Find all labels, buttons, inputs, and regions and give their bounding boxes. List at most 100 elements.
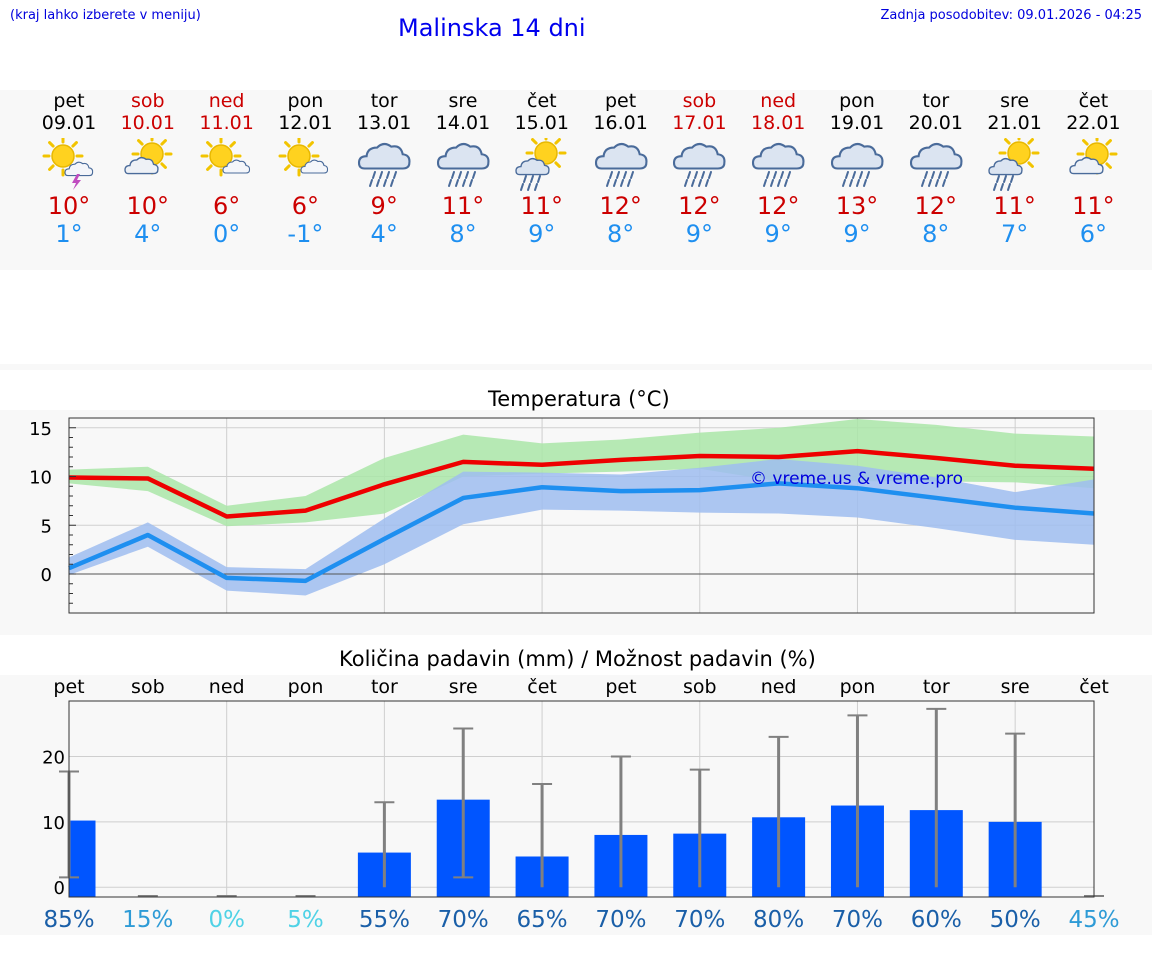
day-name: pon <box>287 90 324 112</box>
precipitation-chart-title: Količina padavin (mm) / Možnost padavin … <box>339 647 816 671</box>
weather-icon <box>277 135 333 188</box>
divider <box>0 364 1152 370</box>
precipitation-tick-label: 20 <box>42 748 65 769</box>
min-temperature: 8° <box>449 220 477 248</box>
precipitation-probability: 70% <box>832 907 883 933</box>
precipitation-probability: 5% <box>287 907 324 933</box>
temperature-chart-title: Temperatura (°C) <box>488 387 670 411</box>
precipitation-probability: 15% <box>122 907 173 933</box>
day-date: 15.01 <box>514 112 569 134</box>
precipitation-day-label: pet <box>53 676 84 698</box>
day-column: ned 18.01 12° 9° <box>738 90 818 248</box>
min-temperature: 8° <box>606 220 635 248</box>
temperature-max-range-band <box>69 418 1094 527</box>
day-name: pon <box>839 90 875 112</box>
day-name: tor <box>922 90 950 112</box>
day-date: 14.01 <box>435 112 491 134</box>
day-column: tor 20.01 12° 8° <box>896 90 976 248</box>
sun-cloud-icon <box>124 133 173 175</box>
max-temperature: 11° <box>520 192 564 220</box>
watermark: © vreme.us & vreme.pro <box>750 469 963 489</box>
weather-icon <box>908 138 964 188</box>
precipitation-probability: 65% <box>517 907 568 933</box>
min-temperature: 1° <box>55 220 83 248</box>
precipitation-day-label: sre <box>1001 676 1030 698</box>
min-temperature: 0° <box>212 220 241 248</box>
max-temperature: 11° <box>1072 192 1115 220</box>
max-temperature: 10° <box>47 192 91 220</box>
temperature-min-line <box>68 481 1095 584</box>
precipitation-plot-frame <box>68 700 1095 898</box>
max-temperature: 9° <box>370 192 398 220</box>
day-column: ned 11.01 6° 0° <box>187 90 267 248</box>
min-temperature: 7° <box>1000 220 1029 248</box>
precipitation-probability: 50% <box>990 907 1041 933</box>
day-date: 13.01 <box>356 112 412 134</box>
day-date: 11.01 <box>199 112 254 134</box>
precipitation-day-label: sre <box>449 676 478 698</box>
temperature-tick-label: 0 <box>41 565 52 586</box>
day-date: 18.01 <box>750 112 806 134</box>
cloud-rain-icon <box>752 142 805 187</box>
max-temperature: 6° <box>291 192 320 220</box>
day-column: čet 22.01 11° 6° <box>1053 90 1133 248</box>
precipitation-probability: 60% <box>911 907 962 933</box>
location-menu-hint[interactable]: (kraj lahko izberete v meniju) <box>10 8 201 23</box>
cloud-rain-icon <box>909 142 963 187</box>
temperature-min-range-band <box>69 458 1094 596</box>
day-date: 12.01 <box>278 112 333 134</box>
precipitation-day-label: čet <box>527 676 557 698</box>
precipitation-probability: 80% <box>753 907 804 933</box>
weather-icon <box>671 138 727 188</box>
precipitation-tick-label: 10 <box>42 813 65 834</box>
min-temperature: 9° <box>764 220 792 248</box>
temperature-tick-label: 5 <box>41 516 52 537</box>
precipitation-probability: 70% <box>674 907 725 933</box>
day-date: 16.01 <box>593 112 648 134</box>
day-name: sob <box>131 90 165 112</box>
min-temperature: 6° <box>1079 220 1108 248</box>
min-temperature: 4° <box>370 220 398 248</box>
day-column: pon 19.01 13° 9° <box>817 90 897 248</box>
sun-rain-icon <box>515 132 567 191</box>
weather-icon <box>356 138 412 188</box>
daily-forecast-panel <box>0 90 1152 270</box>
weather-icon <box>199 135 255 188</box>
temperature-tick-label: 10 <box>29 468 52 489</box>
day-date: 09.01 <box>41 112 97 134</box>
max-temperature: 6° <box>212 192 241 220</box>
weather-icon <box>593 138 649 188</box>
sun-cloud-thunder-icon <box>42 135 94 190</box>
precipitation-day-label: ned <box>761 676 797 698</box>
precipitation-bar <box>69 820 96 897</box>
min-temperature: 9° <box>843 220 871 248</box>
min-temperature: 9° <box>685 220 714 248</box>
day-name: sob <box>682 90 717 112</box>
precipitation-day-label: tor <box>371 676 398 698</box>
cloud-rain-icon <box>673 142 726 187</box>
precipitation-tick-label: 0 <box>54 878 65 899</box>
precipitation-day-label: pon <box>840 676 876 698</box>
day-name: čet <box>527 90 557 112</box>
precipitation-day-label: sob <box>683 676 717 698</box>
weather-icon <box>120 133 176 188</box>
sun-rain-icon <box>987 132 1040 191</box>
day-name: sre <box>1000 90 1030 112</box>
max-temperature: 13° <box>835 192 879 220</box>
precipitation-probability: 0% <box>208 907 245 933</box>
precipitation-probability: 55% <box>359 907 410 933</box>
day-column: sre 21.01 11° 7° <box>975 90 1055 248</box>
day-name: sre <box>448 90 478 112</box>
precipitation-probability: 70% <box>595 907 646 933</box>
precipitation-day-label: ned <box>209 676 245 698</box>
day-name: pet <box>53 90 85 112</box>
day-date: 20.01 <box>908 112 963 134</box>
temperature-tick-label: 15 <box>29 419 52 440</box>
cloud-rain-icon <box>358 142 411 187</box>
weather-icon <box>829 138 885 188</box>
cloud-rain-icon <box>436 142 490 187</box>
sun-cloud-icon <box>1069 133 1118 175</box>
precipitation-day-label: tor <box>923 676 950 698</box>
min-temperature: 9° <box>528 220 556 248</box>
